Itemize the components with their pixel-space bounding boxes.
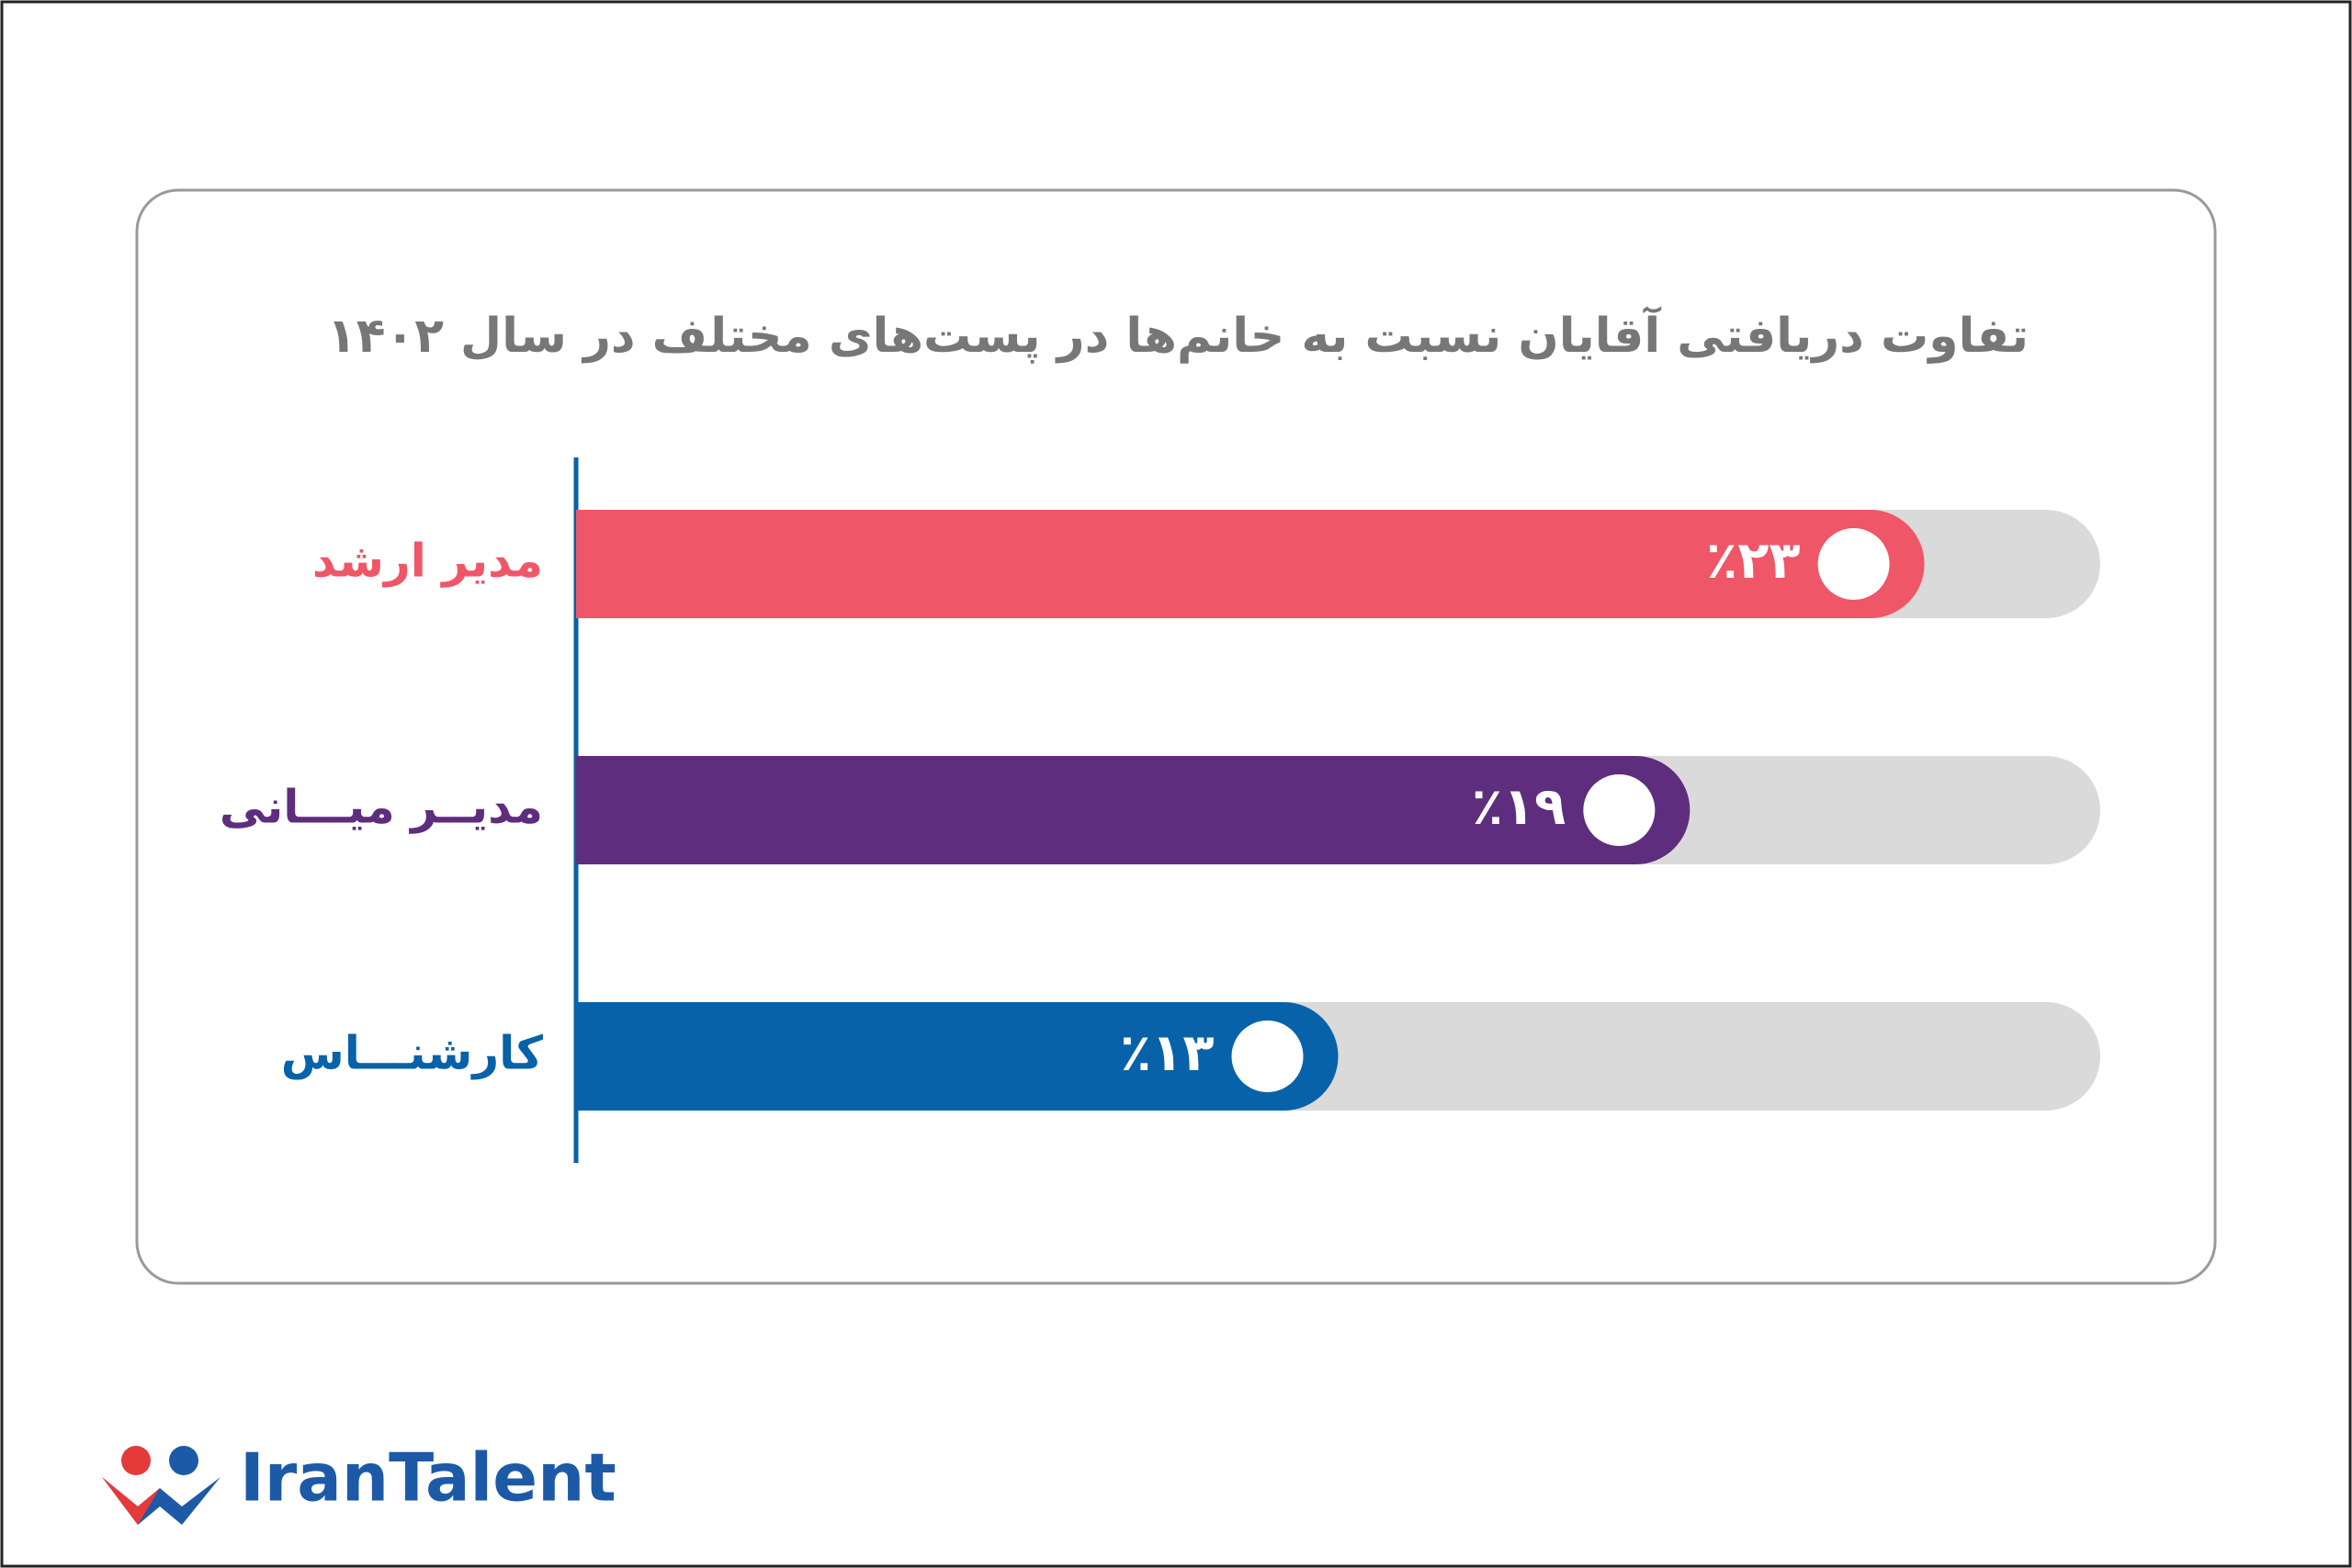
value-label: ٪۱۳ xyxy=(1120,1023,1215,1083)
bar-knob xyxy=(1583,774,1656,846)
logo-icon xyxy=(102,1477,160,1525)
logo-text: IranTalent xyxy=(240,1439,616,1517)
category-label: مدیــر میـــانی xyxy=(220,781,543,835)
bar xyxy=(576,510,1925,618)
bar xyxy=(576,1002,1339,1111)
bar-knob xyxy=(1231,1021,1304,1092)
chart-title: تفاوت دریافتی آقایان نسبت به خانم‌ها در … xyxy=(327,306,2029,364)
bar-knob xyxy=(1817,528,1890,600)
category-label: مدیر ارشد xyxy=(312,535,543,589)
value-label: ٪۲۳ xyxy=(1706,531,1801,591)
logo-icon xyxy=(121,1446,151,1475)
value-label: ٪۱۹ xyxy=(1472,777,1566,837)
logo: IranTalent xyxy=(102,1439,616,1525)
category-label: کارشنـــاس xyxy=(281,1027,544,1080)
bar xyxy=(576,756,1690,864)
logo-icon xyxy=(169,1446,198,1475)
